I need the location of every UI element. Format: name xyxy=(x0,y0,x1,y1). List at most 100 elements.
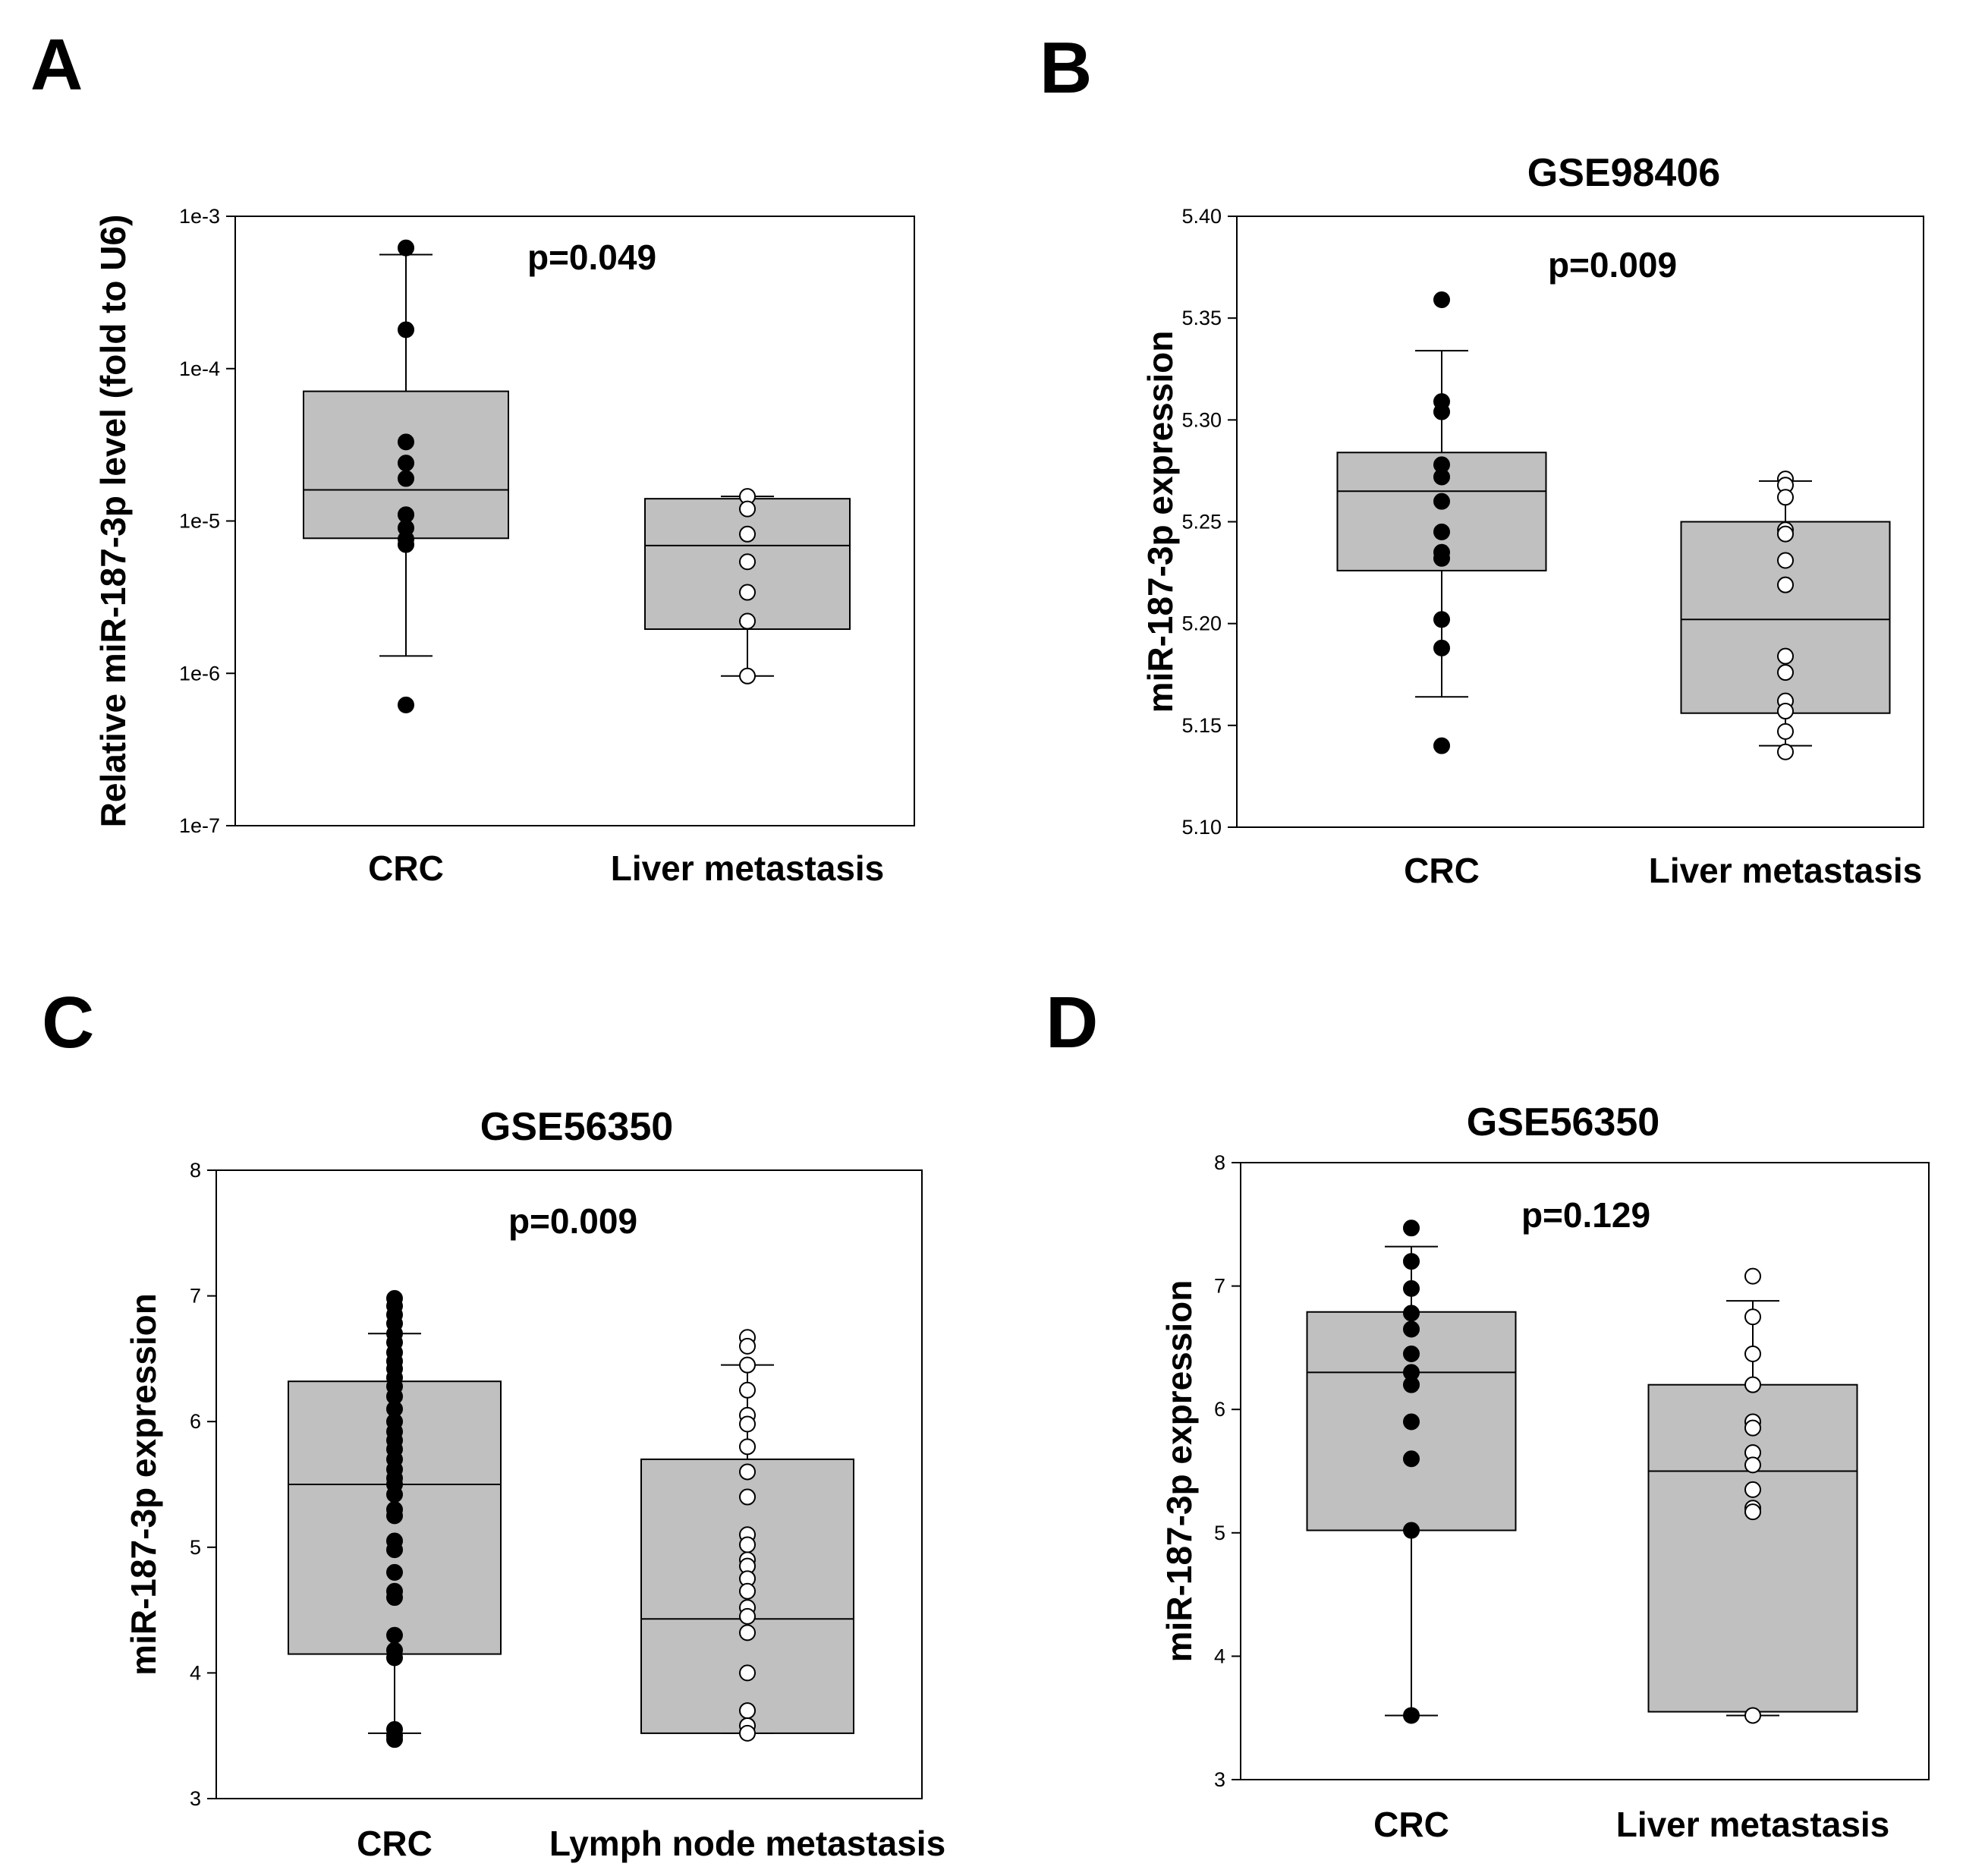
data-point xyxy=(1744,1419,1761,1437)
data-point xyxy=(739,1582,756,1600)
box-group-2 xyxy=(1680,471,1891,760)
box-iqr xyxy=(1647,1383,1858,1713)
data-point xyxy=(1403,1320,1420,1338)
data-point xyxy=(1777,525,1794,543)
data-point xyxy=(1744,1503,1761,1521)
data-point xyxy=(386,1649,403,1667)
data-point xyxy=(398,470,414,487)
y-tick-label: 5 xyxy=(190,1536,201,1559)
y-tick-label: 5.20 xyxy=(1181,612,1222,635)
data-point xyxy=(386,1486,403,1503)
y-tick-label: 1e-3 xyxy=(179,205,220,228)
data-point xyxy=(386,1589,403,1607)
data-point xyxy=(1433,291,1450,309)
y-tick-label: 6 xyxy=(1214,1398,1225,1421)
y-tick-label: 7 xyxy=(1214,1275,1225,1298)
p-value-annotation: p=0.009 xyxy=(508,1201,637,1241)
y-axis-label: miR-187-3p expression xyxy=(124,1293,163,1676)
box-group-1 xyxy=(1306,1220,1517,1724)
chart-panel-d: D GSE56350 3 4 5 6 7 8 miR-187-3p expression p=0.… xyxy=(1046,982,1930,1844)
data-point xyxy=(1777,743,1794,760)
data-point xyxy=(1403,1413,1420,1431)
y-tick-label: 1e-7 xyxy=(179,814,220,837)
y-tick-label: 3 xyxy=(1214,1768,1225,1791)
chart-title: GSE98406 xyxy=(1527,151,1720,195)
y-tick-label: 8 xyxy=(190,1159,201,1182)
box-iqr xyxy=(1680,521,1891,714)
data-point xyxy=(739,500,756,518)
y-tick-label: 5.35 xyxy=(1181,307,1222,329)
y-tick-label: 1e-4 xyxy=(179,357,220,380)
data-point xyxy=(739,1724,756,1742)
data-point xyxy=(1744,1346,1761,1363)
data-point xyxy=(739,525,756,543)
data-point xyxy=(386,1731,403,1749)
data-point xyxy=(1403,1280,1420,1297)
y-axis-label: miR-187-3p expression xyxy=(1140,331,1180,713)
data-point xyxy=(398,455,414,472)
data-point xyxy=(739,612,756,630)
x-category-label: CRC xyxy=(1404,851,1480,890)
data-point xyxy=(739,1488,756,1506)
panel-letter: B xyxy=(1040,27,1092,109)
data-point xyxy=(1433,403,1450,420)
data-point xyxy=(739,1438,756,1456)
data-point xyxy=(739,1536,756,1553)
data-point xyxy=(386,1541,403,1559)
data-point xyxy=(1403,1220,1420,1237)
data-point xyxy=(1777,489,1794,506)
data-point xyxy=(739,1702,756,1720)
data-point xyxy=(386,1626,403,1644)
data-point xyxy=(739,553,756,571)
y-tick-label: 5.15 xyxy=(1181,714,1222,737)
x-category-label: CRC xyxy=(1373,1805,1449,1844)
y-tick-label: 4 xyxy=(1214,1645,1225,1667)
data-point xyxy=(1403,1376,1420,1393)
box-group-1 xyxy=(303,239,509,713)
box-group-1 xyxy=(1336,291,1547,754)
chart-title: GSE56350 xyxy=(1467,1100,1659,1144)
data-point xyxy=(398,239,414,257)
data-point xyxy=(739,1624,756,1642)
data-point xyxy=(1403,1707,1420,1724)
data-point xyxy=(1744,1376,1761,1393)
p-value-annotation: p=0.009 xyxy=(1548,245,1677,285)
box-group-2 xyxy=(640,1329,854,1742)
box-group-2 xyxy=(644,488,851,685)
y-tick-label: 5 xyxy=(1214,1522,1225,1544)
data-point xyxy=(1433,468,1450,486)
p-value-annotation: p=0.129 xyxy=(1521,1195,1650,1235)
data-point xyxy=(1777,576,1794,593)
x-category-label: Lymph node metastasis xyxy=(549,1824,945,1863)
y-axis-label: Relative miR-187-3p level (fold to U6) xyxy=(93,215,133,828)
y-tick-label: 5.40 xyxy=(1181,205,1222,228)
data-point xyxy=(1777,722,1794,740)
plot-frame xyxy=(1240,1162,1930,1780)
data-point xyxy=(1744,1456,1761,1474)
panel-letter: D xyxy=(1046,982,1098,1063)
y-tick-label: 7 xyxy=(190,1285,201,1308)
data-point xyxy=(1433,523,1450,540)
y-tick-label: 5.30 xyxy=(1181,408,1222,431)
x-category-label: CRC xyxy=(357,1824,433,1863)
data-point xyxy=(1433,493,1450,510)
data-point xyxy=(1433,639,1450,656)
data-point xyxy=(398,696,414,713)
data-point xyxy=(739,1356,756,1374)
data-point xyxy=(1744,1481,1761,1498)
data-point xyxy=(1403,1522,1420,1539)
data-point xyxy=(739,1415,756,1433)
data-point xyxy=(1777,664,1794,681)
data-point xyxy=(1777,552,1794,569)
data-point xyxy=(1744,1308,1761,1326)
y-tick-label: 5.10 xyxy=(1181,816,1222,839)
data-point xyxy=(1433,549,1450,567)
chart-panel-a: A 1e-7 1e-6 1e-5 1e-4 1e-3 Relative miR-187-3p… xyxy=(30,24,915,888)
data-point xyxy=(386,1507,403,1525)
chart-panel-c: C GSE56350 3 4 5 6 7 8 miR-187-3p expression p=0.… xyxy=(42,982,945,1863)
data-point xyxy=(398,536,414,553)
x-category-label: Liver metastasis xyxy=(1616,1805,1890,1844)
box-group-1 xyxy=(288,1289,502,1749)
x-category-label: Liver metastasis xyxy=(1649,851,1923,890)
y-tick-label: 1e-5 xyxy=(179,510,220,533)
